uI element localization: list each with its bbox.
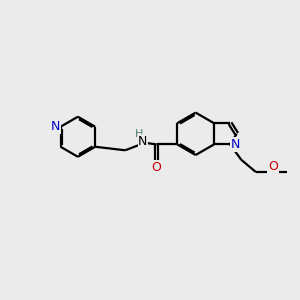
Text: N: N [138,135,148,148]
Text: N: N [231,138,240,151]
Text: O: O [268,160,278,173]
Text: H: H [135,129,143,139]
Text: O: O [152,161,162,174]
Text: N: N [50,120,60,133]
